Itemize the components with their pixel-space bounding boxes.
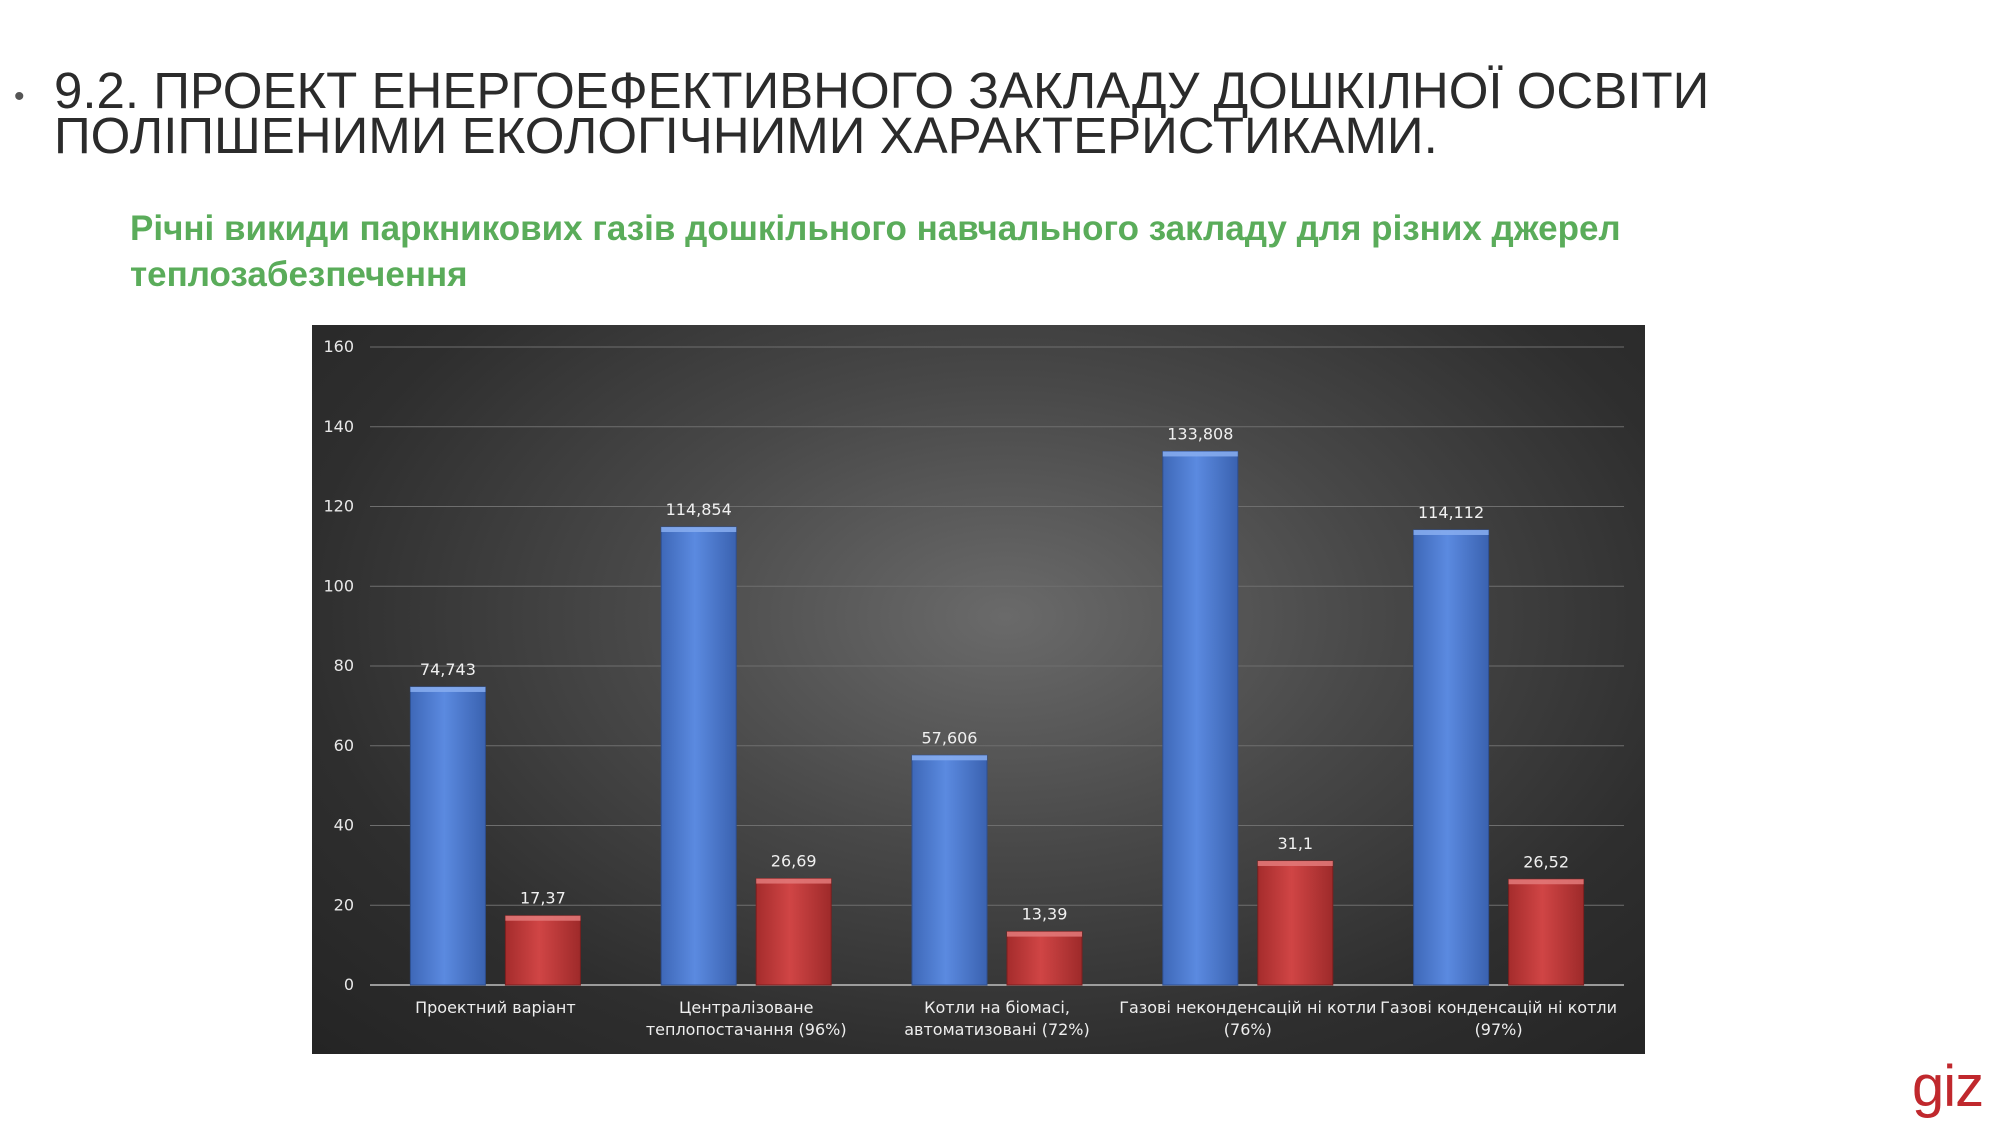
bar-red: [1508, 878, 1585, 986]
giz-logo: giz: [1912, 1054, 1984, 1119]
category-label: теплопостачання (96%): [646, 1020, 847, 1039]
y-tick-label: 120: [323, 497, 354, 516]
slide-title-line-2: ПОЛІПШЕНИМИ ЕКОЛОГІЧНИМИ ХАРАКТЕРИСТИКАМ…: [54, 107, 1438, 164]
category-label: Централізоване: [679, 998, 814, 1017]
bar-top-highlight: [912, 755, 987, 761]
data-label: 114,854: [666, 500, 732, 519]
y-axis-ticks: 0 20 40 60 80 100 120 140 160: [323, 337, 354, 994]
bar-top-highlight: [410, 686, 486, 692]
bar-red: [755, 878, 832, 986]
bar-top-highlight: [1257, 860, 1333, 866]
y-tick-label: 20: [334, 895, 354, 914]
bar-top-highlight: [661, 527, 737, 533]
bar-blue: [1413, 529, 1490, 986]
bars: [409, 450, 1585, 986]
bar-blue: [1162, 450, 1239, 986]
title-bullet: •: [14, 80, 25, 113]
data-label: 57,606: [922, 728, 978, 747]
bar-red: [1006, 931, 1083, 986]
category-label: (76%): [1224, 1020, 1272, 1039]
category-label: Газові неконденсацій ні котли: [1119, 998, 1376, 1017]
x-axis-categories: Проектний варіант Централізоване теплопост…: [415, 998, 1617, 1039]
slide-title-line-1: 9.2. ПРОЕКТ ЕНЕРГОЕФЕКТИВНОГО ЗАКЛАДУ ДО…: [54, 62, 1710, 119]
bar-red: [504, 915, 581, 986]
category-label: Котли на біомасі,: [924, 998, 1070, 1017]
y-tick-label: 140: [323, 417, 354, 436]
y-tick-label: 60: [334, 736, 354, 755]
data-label: 13,39: [1022, 905, 1068, 924]
bar-blue: [660, 526, 737, 986]
data-labels: 74,743 17,37 114,854 26,69 57,606 13,39 133,80…: [420, 424, 1569, 923]
data-label: 26,69: [771, 852, 817, 871]
chart-panel: 0 20 40 60 80 100 120 140 160 74,743 17,37 114,854…: [312, 325, 1645, 1054]
category-label: автоматизовані (72%): [904, 1020, 1090, 1039]
chart-subtitle: Річні викиди паркникових газів дошкільно…: [130, 209, 1621, 294]
bar-top-highlight: [1508, 879, 1584, 885]
bar-top-highlight: [756, 878, 832, 884]
bar-top-highlight: [505, 915, 581, 921]
bar-blue: [911, 754, 988, 986]
data-label: 114,112: [1418, 503, 1484, 522]
category-label: Газові конденсацій ні котли: [1380, 998, 1617, 1017]
category-label: Проектний варіант: [415, 998, 576, 1017]
bar-top-highlight: [1162, 451, 1238, 457]
slide-title: 9.2. ПРОЕКТ ЕНЕРГОЕФЕКТИВНОГО ЗАКЛАДУ ДО…: [54, 62, 1854, 164]
data-label: 31,1: [1277, 834, 1313, 853]
y-tick-label: 100: [323, 576, 354, 595]
data-label: 133,808: [1167, 424, 1233, 443]
bar-top-highlight: [1007, 931, 1082, 937]
data-label: 74,743: [420, 660, 476, 679]
bar-top-highlight: [1413, 529, 1489, 535]
data-label: 17,37: [520, 889, 566, 908]
y-tick-label: 80: [334, 656, 354, 675]
bar-red: [1257, 860, 1334, 986]
bar-blue: [409, 686, 486, 986]
data-label: 26,52: [1523, 852, 1569, 871]
y-tick-label: 160: [323, 337, 354, 356]
category-label: (97%): [1475, 1020, 1523, 1039]
bar-chart: 0 20 40 60 80 100 120 140 160 74,743 17,37 114,854…: [323, 337, 1624, 1039]
y-tick-label: 40: [334, 816, 354, 835]
y-tick-label: 0: [344, 975, 354, 994]
